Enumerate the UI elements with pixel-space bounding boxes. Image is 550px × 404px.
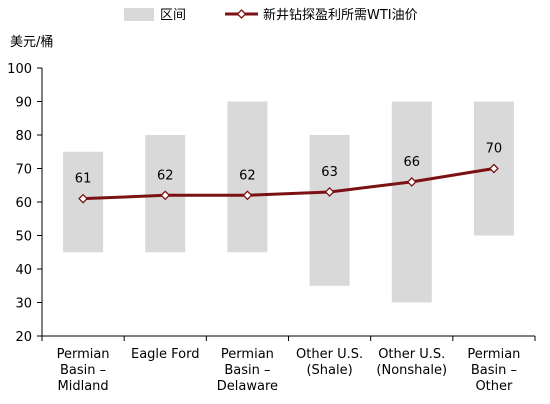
x-tick-label-line: Delaware — [217, 379, 278, 394]
range-bar — [391, 101, 432, 303]
data-label: 66 — [403, 155, 420, 170]
x-tick-label-line: Other — [475, 379, 513, 394]
y-tick-label: 70 — [15, 163, 32, 178]
data-label: 62 — [239, 168, 256, 183]
data-point — [406, 176, 417, 187]
legend-line-label: 新井钻探盈利所需WTI油价 — [263, 7, 418, 23]
range-bar — [227, 101, 268, 253]
y-tick-label: 100 — [7, 62, 32, 77]
legend-range-swatch — [124, 8, 154, 21]
data-point — [78, 193, 89, 204]
legend-line-marker — [236, 9, 247, 19]
data-point — [488, 163, 499, 174]
data-label: 62 — [157, 168, 174, 183]
y-tick-label: 40 — [15, 263, 32, 278]
x-tick-label-line: Permian — [221, 347, 274, 362]
x-tick-label: Other U.S. (Shale) — [296, 347, 363, 378]
y-axis-label: 美元/桶 — [10, 35, 53, 50]
y-tick-label: 50 — [15, 230, 32, 245]
x-tick-label-line: Other U.S. — [378, 347, 445, 362]
data-label: 61 — [75, 172, 92, 187]
legend-range-label: 区间 — [160, 8, 186, 23]
x-tick-label-line: Permian — [57, 347, 110, 362]
x-tick-label: Permian Basin – Other — [467, 347, 520, 394]
x-tick-label-line: (Shale) — [306, 363, 352, 378]
y-tick-label: 20 — [15, 330, 32, 345]
x-tick-label: Eagle Ford — [131, 347, 200, 362]
x-tick-label-line: Other U.S. — [296, 347, 363, 362]
x-tick-label-line: Permian — [467, 347, 520, 362]
y-tick-label: 80 — [15, 129, 32, 144]
x-tick-label-line: (Nonshale) — [376, 363, 447, 378]
y-tick-label: 90 — [15, 96, 32, 111]
series-line — [83, 167, 495, 201]
y-tick-label: 60 — [15, 196, 32, 211]
data-point — [324, 187, 335, 197]
data-label: 63 — [321, 165, 338, 180]
y-tick-label: 30 — [15, 297, 32, 312]
x-tick-label: Permian Basin – Midland — [57, 347, 110, 394]
range-bar — [309, 135, 350, 286]
x-tick-label-line: Basin – — [224, 363, 270, 378]
x-tick-label-line: Basin – — [471, 363, 517, 378]
x-tick-label: Permian Basin – Delaware — [217, 347, 278, 394]
x-tick-label-line: Eagle Ford — [131, 347, 200, 362]
data-point — [242, 190, 253, 201]
data-label: 70 — [486, 142, 503, 157]
data-point — [160, 190, 171, 201]
x-tick-label: Other U.S. (Nonshale) — [376, 347, 447, 378]
x-tick-label-line: Basin – — [60, 363, 106, 378]
x-tick-label-line: Midland — [58, 379, 109, 394]
